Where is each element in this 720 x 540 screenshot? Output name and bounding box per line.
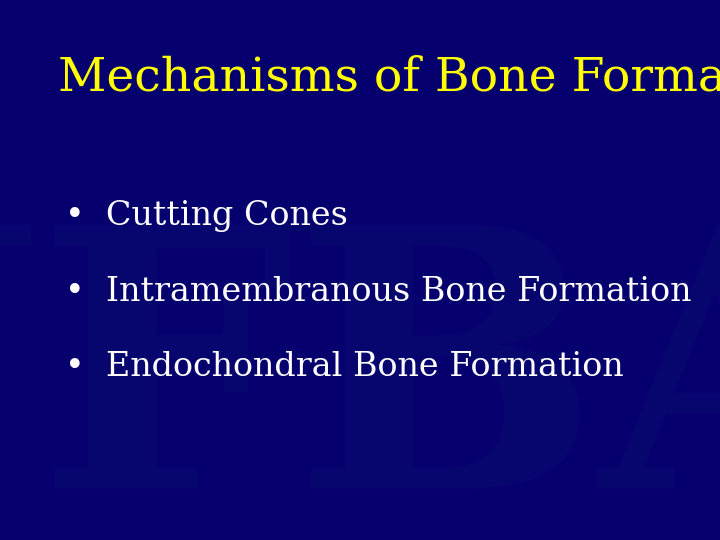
- Text: UFBA: UFBA: [0, 214, 720, 540]
- Text: Mechanisms of Bone Formation: Mechanisms of Bone Formation: [58, 56, 720, 101]
- Text: •  Endochondral Bone Formation: • Endochondral Bone Formation: [65, 351, 624, 383]
- Text: •  Cutting Cones: • Cutting Cones: [65, 200, 348, 232]
- Text: •  Intramembranous Bone Formation: • Intramembranous Bone Formation: [65, 275, 691, 308]
